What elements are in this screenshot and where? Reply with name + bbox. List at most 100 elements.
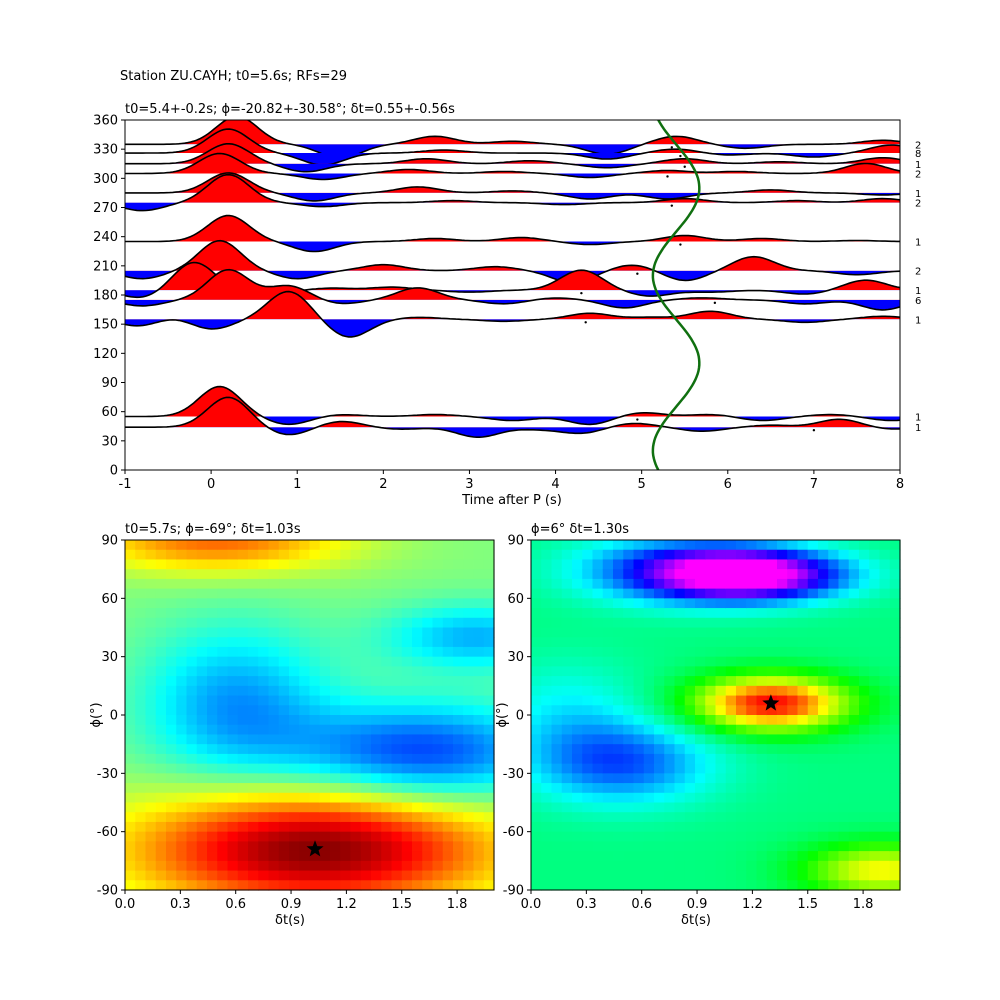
heatmap-cell — [797, 608, 809, 619]
heatmap-cell — [572, 646, 583, 658]
heatmap-cell — [766, 559, 778, 570]
heatmap-cell — [828, 656, 840, 667]
heatmap-cell — [473, 724, 485, 736]
heatmap-cell — [684, 646, 696, 658]
heatmap-cell — [248, 860, 259, 872]
heatmap-cell — [422, 705, 434, 716]
y-tick-label: 270 — [93, 201, 118, 216]
heatmap-cell — [217, 598, 229, 609]
heatmap-cell — [432, 695, 444, 706]
heatmap-cell — [715, 870, 727, 881]
heatmap-cell — [176, 705, 188, 716]
heatmap-cell — [643, 724, 655, 736]
heatmap-cell — [869, 763, 881, 774]
heatmap-cell — [602, 724, 614, 736]
heatmap-cell — [268, 676, 280, 687]
heatmap-cell — [237, 880, 249, 891]
heatmap-cell — [684, 724, 696, 736]
heatmap-cell — [746, 617, 758, 629]
heatmap-cell — [155, 705, 167, 716]
heatmap-cell — [623, 559, 635, 570]
rf-negative-fill — [125, 173, 631, 180]
heatmap-cell — [848, 783, 860, 794]
heatmap-cell — [155, 783, 167, 794]
y-tick-label: 60 — [101, 405, 118, 420]
heatmap-cell — [278, 715, 290, 726]
heatmap-cell — [541, 705, 553, 716]
heatmap-cell — [237, 773, 249, 784]
heatmap-cell — [319, 685, 331, 697]
heatmap-cell — [299, 744, 311, 755]
heatmap-cell — [859, 588, 870, 599]
heatmap-cell — [736, 637, 747, 648]
heatmap-cell — [582, 627, 594, 638]
y-tick-label: 90 — [101, 534, 118, 549]
heatmap-cell — [869, 821, 881, 833]
heatmap-cell — [217, 773, 229, 784]
heatmap-cell — [463, 783, 475, 794]
heatmap-cell — [695, 880, 706, 891]
heatmap-cell — [725, 627, 737, 638]
heatmap-cell — [715, 812, 727, 823]
heatmap-cell — [633, 627, 645, 638]
heatmap-cell — [186, 792, 198, 804]
heatmap-cell — [289, 608, 300, 619]
y-tick-label: -60 — [97, 825, 118, 840]
heatmap-cell — [381, 715, 393, 726]
heatmap-cell — [572, 705, 583, 716]
rf-count-label: 8 — [915, 149, 921, 160]
heatmap-cell — [592, 617, 604, 629]
heatmap-cell — [623, 578, 635, 590]
heatmap-cell — [196, 608, 208, 619]
heatmap-cell — [797, 685, 809, 697]
heatmap-cell — [531, 695, 542, 706]
heatmap-cell — [859, 763, 870, 774]
heatmap-cell — [278, 656, 290, 667]
heatmap-cell — [442, 666, 454, 677]
rf-count-label: 1 — [915, 286, 921, 297]
heatmap-cell — [848, 540, 860, 551]
heatmap-cell — [196, 763, 208, 774]
heatmap-cell — [350, 549, 362, 561]
heatmap-cell — [135, 637, 147, 648]
heatmap-cell — [736, 831, 747, 842]
heatmap-cell — [674, 734, 686, 745]
heatmap-cell — [268, 637, 280, 648]
heatmap-cell — [319, 637, 331, 648]
heatmap-cell — [217, 821, 229, 833]
heatmap-cell — [309, 860, 321, 872]
heatmap-cell — [889, 705, 901, 716]
heatmap-cell — [319, 860, 331, 872]
heatmap-cell — [531, 734, 542, 745]
heatmap-cell — [371, 744, 382, 755]
heatmap-cell — [330, 802, 341, 813]
heatmap-cell — [217, 588, 229, 599]
heatmap-cell — [664, 617, 676, 629]
heatmap-cell — [371, 773, 382, 784]
heatmap-cell — [736, 608, 747, 619]
heatmap-cell — [289, 588, 300, 599]
heatmap-cell — [217, 617, 229, 629]
heatmap-cell — [207, 880, 218, 891]
heatmap-cell — [340, 549, 352, 561]
heatmap-cell — [217, 812, 229, 823]
heatmap-cell — [360, 724, 372, 736]
heatmap-cell — [633, 851, 645, 862]
heatmap-cell — [818, 724, 829, 736]
rf-count-label: 1 — [915, 160, 921, 171]
heatmap-cell — [299, 841, 311, 852]
heatmap-cell — [309, 734, 321, 745]
heatmap-cell — [725, 666, 737, 677]
heatmap-cell — [473, 783, 485, 794]
heatmap-cell — [725, 851, 737, 862]
heatmap-cell — [330, 627, 341, 638]
heatmap-cell — [473, 627, 485, 638]
heatmap-cell — [125, 627, 136, 638]
heatmap-cell — [330, 656, 341, 667]
heatmap-cell — [258, 627, 270, 638]
heatmap-cell — [848, 792, 860, 804]
heatmap-cell — [391, 705, 403, 716]
heatmap-cell — [828, 666, 840, 677]
heatmap-cell — [186, 773, 198, 784]
y-tick-label: 0 — [516, 709, 524, 724]
